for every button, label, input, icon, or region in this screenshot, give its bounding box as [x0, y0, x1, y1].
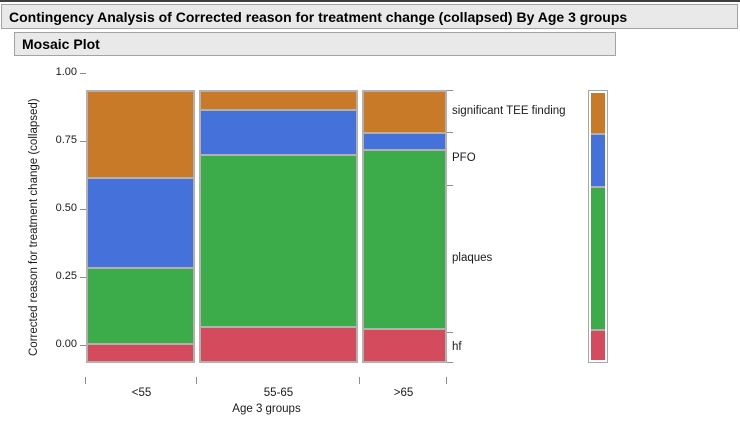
- mosaic-cell-55-65-significant-tee-finding[interactable]: [201, 92, 356, 109]
- x-tick-label-55-65: 55-65: [263, 387, 294, 399]
- mosaic-cell-<55-hf[interactable]: [88, 344, 193, 362]
- window-top-edge: [0, 0, 740, 2]
- x-tick-label->65: >65: [393, 387, 414, 399]
- right-tick: [447, 131, 453, 133]
- summary-segment-significant-tee-finding[interactable]: [591, 93, 605, 134]
- mosaic-cell-<55-pfo[interactable]: [88, 179, 193, 268]
- mosaic-column-<55: [86, 90, 195, 363]
- mosaic-plot-outline-header[interactable]: Mosaic Plot: [14, 32, 616, 56]
- overall-distribution-bar: [588, 90, 608, 363]
- mosaic-cell-<55-plaques[interactable]: [88, 269, 193, 343]
- mosaic-chart: [86, 90, 447, 363]
- x-tick: [446, 377, 447, 384]
- mosaic-plot-title: Mosaic Plot: [22, 36, 100, 52]
- x-axis-title: Age 3 groups: [232, 403, 301, 415]
- category-label-hf: hf: [452, 340, 462, 353]
- summary-segment-pfo[interactable]: [591, 135, 605, 187]
- right-tick: [447, 90, 453, 91]
- summary-segment-plaques[interactable]: [591, 188, 605, 330]
- x-tick: [359, 377, 360, 384]
- mosaic-cell->65-significant-tee-finding[interactable]: [364, 92, 445, 132]
- right-tick: [447, 362, 453, 363]
- summary-segment-hf[interactable]: [591, 331, 605, 360]
- mosaic-cell-55-65-pfo[interactable]: [201, 110, 356, 154]
- x-tick-label-<55: <55: [131, 387, 152, 399]
- mosaic-cell-<55-significant-tee-finding[interactable]: [88, 92, 193, 178]
- mosaic-cell-55-65-plaques[interactable]: [201, 155, 356, 327]
- category-label-pfo: PFO: [452, 152, 476, 165]
- category-label-significant-tee-finding: significant TEE finding: [452, 104, 566, 117]
- mosaic-column->65: [362, 90, 447, 363]
- right-tick: [447, 331, 453, 333]
- mosaic-cell->65-pfo[interactable]: [364, 133, 445, 150]
- y-tick: [80, 73, 86, 74]
- right-tick: [447, 184, 453, 186]
- x-tick: [85, 377, 86, 384]
- y-axis-title: Corrected reason for treatment change (c…: [28, 98, 40, 356]
- report-outline-header[interactable]: Contingency Analysis of Corrected reason…: [1, 4, 738, 29]
- overall-distribution-segments: [591, 93, 605, 360]
- mosaic-cell->65-plaques[interactable]: [364, 151, 445, 329]
- mosaic-cell->65-hf[interactable]: [364, 330, 445, 361]
- mosaic-column-55-65: [199, 90, 358, 363]
- mosaic-cell-55-65-hf[interactable]: [201, 328, 356, 361]
- x-tick: [196, 377, 197, 384]
- category-label-plaques: plaques: [452, 252, 493, 265]
- report-title: Contingency Analysis of Corrected reason…: [9, 8, 628, 25]
